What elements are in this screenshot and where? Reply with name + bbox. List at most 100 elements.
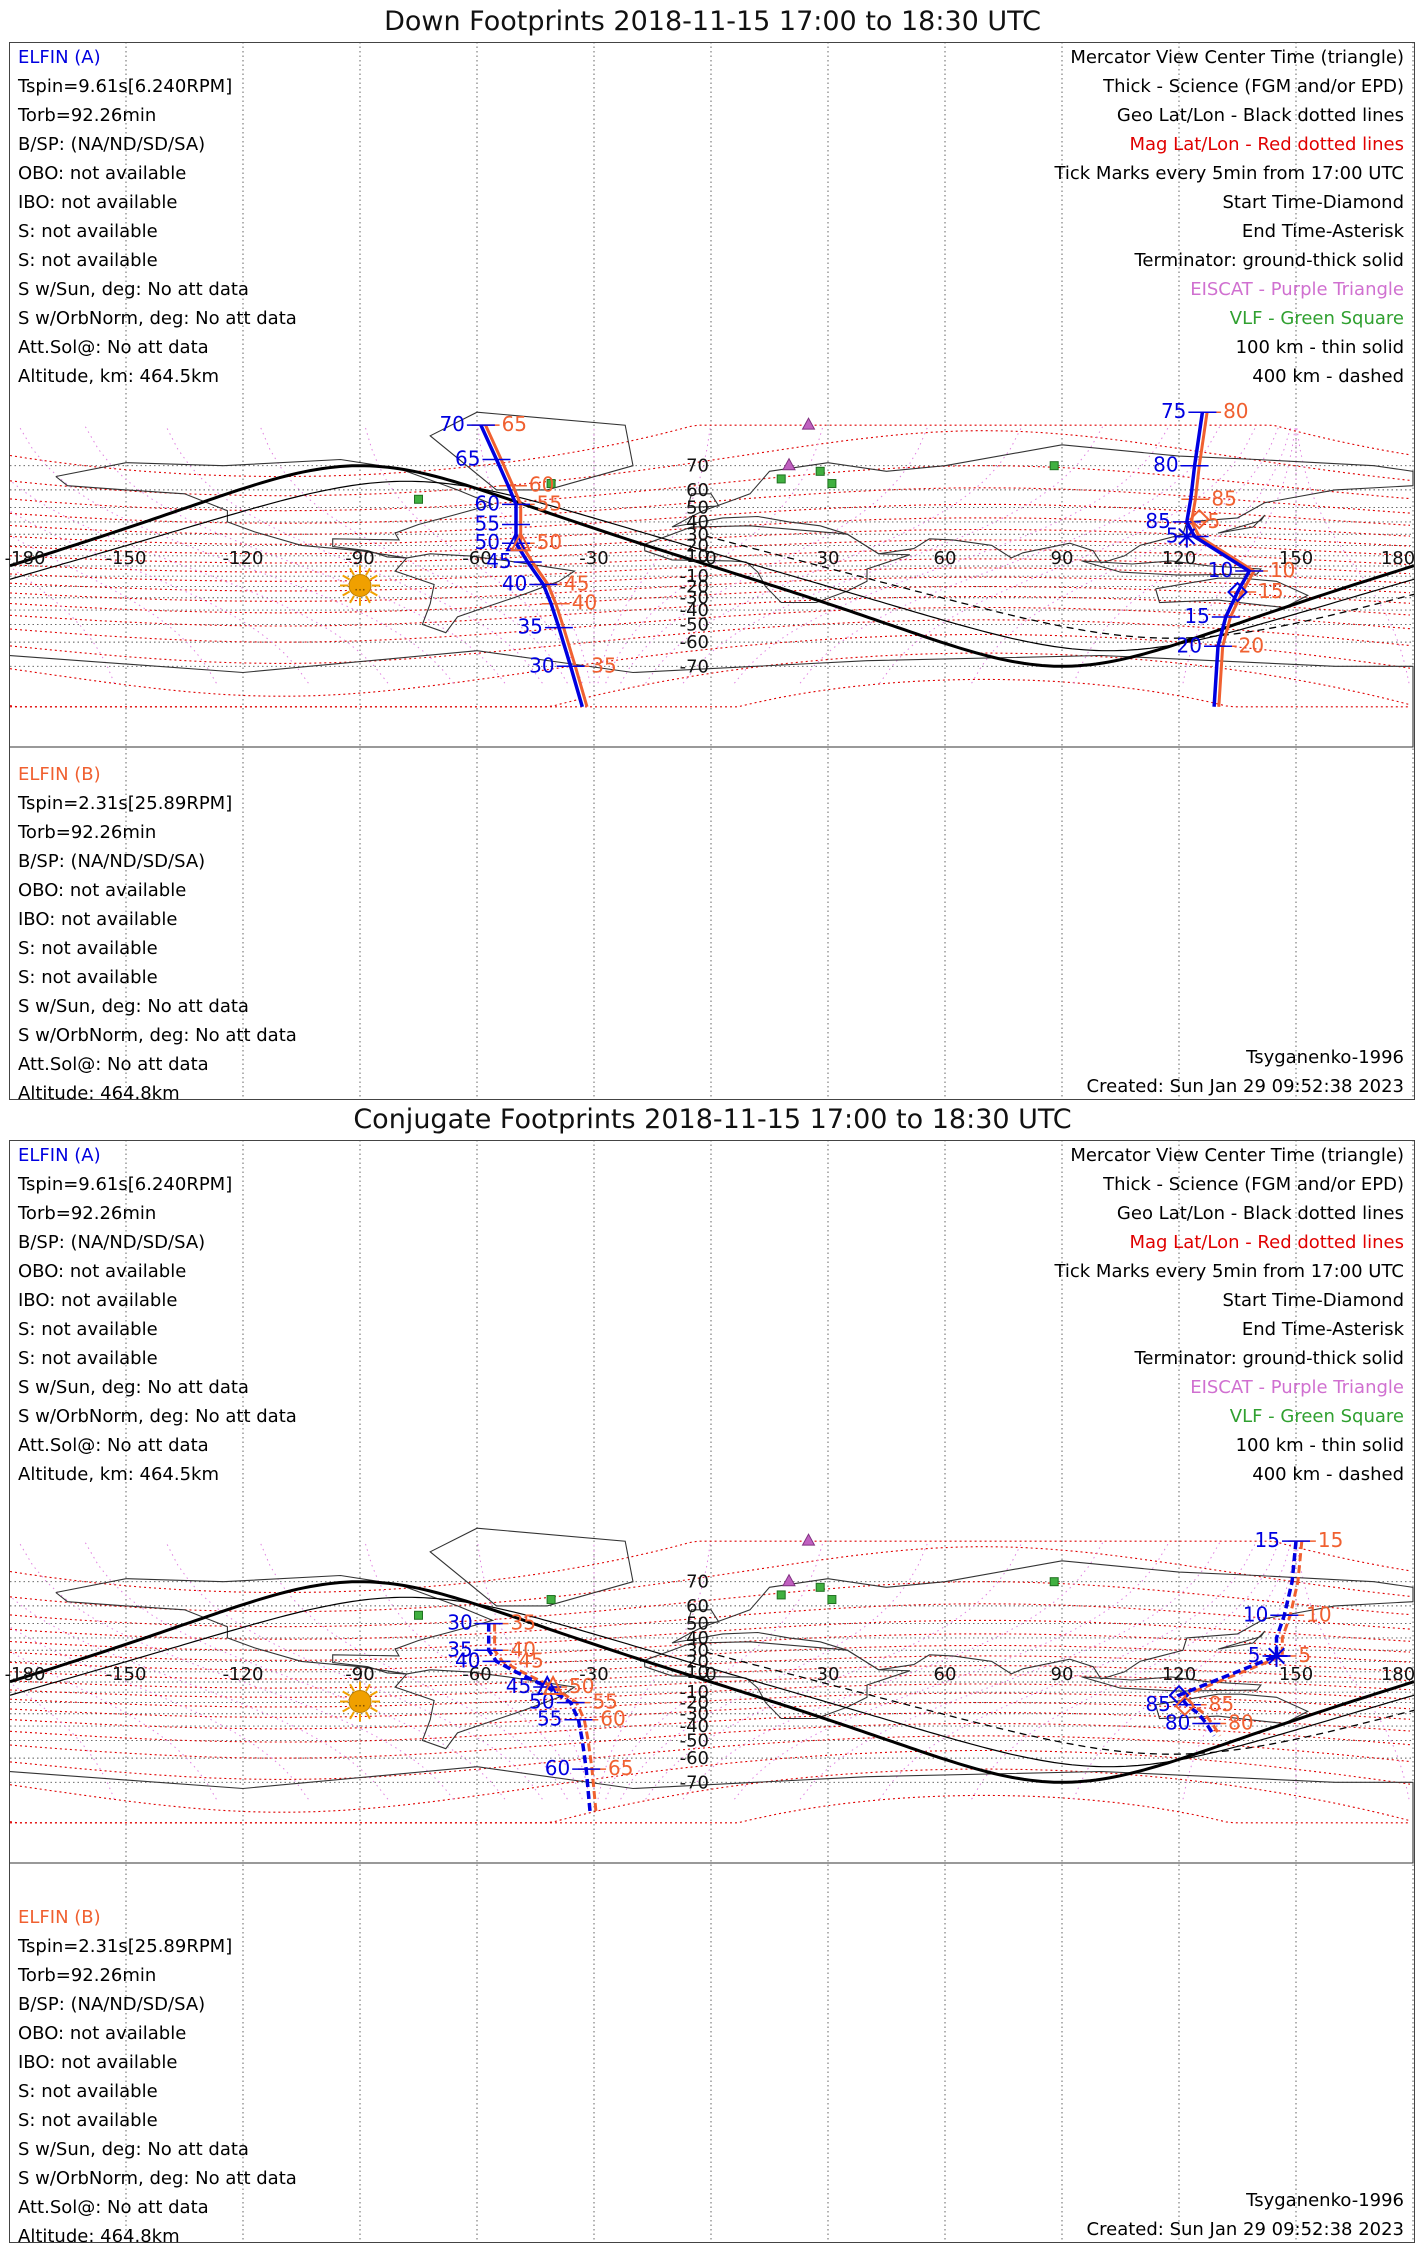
elfin-b-info-line: Altitude: 464.8km [18,2226,180,2247]
elfin-b-track-west-label: 35 [511,1611,536,1635]
mag-latitude-line [10,586,1411,614]
latitude-label: 20 [686,535,709,556]
terminator-400km [705,1651,1414,1755]
vlf-square [1049,461,1059,471]
latitude-label: -40 [680,1716,709,1737]
legend-line: 100 km - thin solid [1236,1435,1404,1456]
elfin-a-track-east-label: 85 [1145,509,1170,533]
longitude-label: 90 [1051,1664,1074,1685]
longitude-label: -180 [5,548,46,569]
elfin-b-info-line: B/SP: (NA/ND/SD/SA) [18,1994,205,2015]
elfin-b-track-east-label: 85 [1209,1692,1234,1716]
mag-latitude-line [10,596,1411,627]
terminator-400km [705,535,1414,639]
longitude-label: -150 [106,1664,147,1685]
elfin-a-track-west-label: 30 [447,1611,472,1635]
longitude-label: -90 [345,1664,374,1685]
mag-latitude-line [10,1619,1411,1651]
coastline [10,1766,1414,1864]
latitude-label: 70 [686,1572,709,1593]
elfin-b-info-line: Altitude: 464.8km [18,1083,180,1104]
longitude-label: 120 [1162,548,1196,569]
elfin-a-info-line: Torb=92.26min [17,1203,156,1224]
end-time-asterisk [1178,528,1196,546]
longitude-label: -30 [579,1664,608,1685]
map-area [10,43,1414,1099]
elfin-a-info-line: S w/OrbNorm, deg: No att data [18,1406,297,1427]
longitude-label: 120 [1162,1664,1196,1685]
mag-meridian-line [259,1541,568,1800]
sun-icon [348,1690,372,1714]
mag-latitude-line [10,1749,1411,1813]
legend-line: Mercator View Center Time (triangle) [1070,47,1404,68]
mag-meridian-line [10,479,389,684]
mag-latitude-line [10,549,1411,573]
elfin-b-info-line: S w/Sun, deg: No att data [18,996,249,1017]
elfin-a-track-west [479,424,584,708]
longitude-label: 180 [1381,548,1415,569]
conjugate-panel-title: Conjugate Footprints 2018-11-15 17:00 to… [353,1104,1072,1135]
elfin-b-track-east-label: 85 [1211,486,1236,510]
legend-line: Geo Lat/Lon - Black dotted lines [1117,105,1404,126]
mag-latitude-line [10,539,1411,564]
mag-meridian-line [10,1626,309,1800]
elfin-a-track-east-label: 10 [1243,1602,1268,1626]
elfin-b-track-east-label: 15 [1318,1528,1343,1552]
elfin-b-track-east-label: 15 [1258,579,1283,603]
mag-latitude-line [10,1692,1411,1718]
eiscat-triangle [801,417,816,430]
vlf-square [1049,1577,1059,1587]
start-time-diamond [1227,581,1248,603]
legend-line: EISCAT - Purple Triangle [1190,279,1404,300]
elfin-a-track-west-label: 40 [502,571,527,595]
mag-meridian-line [971,425,1280,684]
mag-latitude-line [10,606,1411,643]
elfin-b-track-east-label: 10 [1270,558,1295,582]
elfin-a-track-west-label: 50 [475,530,500,554]
elfin-a-track-west-label: 65 [455,446,480,470]
latitude-label: 70 [686,456,709,477]
elfin-a-track-west-label: 55 [475,512,500,536]
coastline [644,1641,911,1720]
elfin-b-info-line: S: not available [18,967,158,988]
elfin-b-info-line: S: not available [18,2110,158,2131]
longitude-label: 30 [817,548,840,569]
elfin-a-info-line: S w/OrbNorm, deg: No att data [18,308,297,329]
elfin-a-track-east-label: 5 [1248,1643,1261,1667]
sun-ray [365,1683,371,1692]
elfin-a-info-line: B/SP: (NA/ND/SD/SA) [18,1232,205,1253]
elfin-b-info-line: S: not available [18,2081,158,2102]
legend-line: Start Time-Diamond [1222,1290,1404,1311]
elfin-b-info-line: S w/OrbNorm, deg: No att data [18,1025,297,1046]
elfin-a-info-line: Att.Sol@: No att data [18,1435,209,1456]
elfin-a-track-west-label: 40 [455,1648,480,1672]
elfin-a-info-line: Tspin=9.61s[6.240RPM] [17,1174,232,1195]
legend-line: Mercator View Center Time (triangle) [1070,1145,1404,1166]
elfin-a-info-line: Att.Sol@: No att data [18,337,209,358]
elfin-b-track-east [1189,411,1256,707]
center-time-triangle [542,1674,564,1696]
mag-latitude-line [10,652,1411,708]
coastline [687,1609,720,1625]
latitude-label: 30 [686,524,709,545]
sun-ray [342,1706,351,1713]
latitude-label: -30 [680,1704,709,1725]
sun-icon-dots: ... [354,580,365,594]
coastline [1155,577,1309,609]
elfin-b-track-west-label: 65 [608,1756,633,1780]
mag-meridian-line [620,1541,929,1800]
elfin-b-info-line: Att.Sol@: No att data [18,1054,209,1075]
mag-meridian-line [10,510,309,684]
elfin-b-track-west-label: 65 [502,412,527,436]
legend-line: 100 km - thin solid [1236,337,1404,358]
mag-meridian-line [259,425,568,684]
longitude-label: 180 [1381,1664,1415,1685]
vlf-square [414,494,423,504]
mag-latitude-line [10,1702,1411,1730]
panel-down: -180 -150 -120 -90 -60 -30 0 30 60 90 120 150 180 70 6… [5,43,1415,1104]
longitude-label: -180 [5,1664,46,1685]
elfin-a-track-east [1176,1541,1298,1737]
mag-latitude-line [10,1794,1410,1824]
elfin-a-info-line: S w/Sun, deg: No att data [18,1377,249,1398]
elfin-b-info-line: IBO: not available [18,909,177,930]
